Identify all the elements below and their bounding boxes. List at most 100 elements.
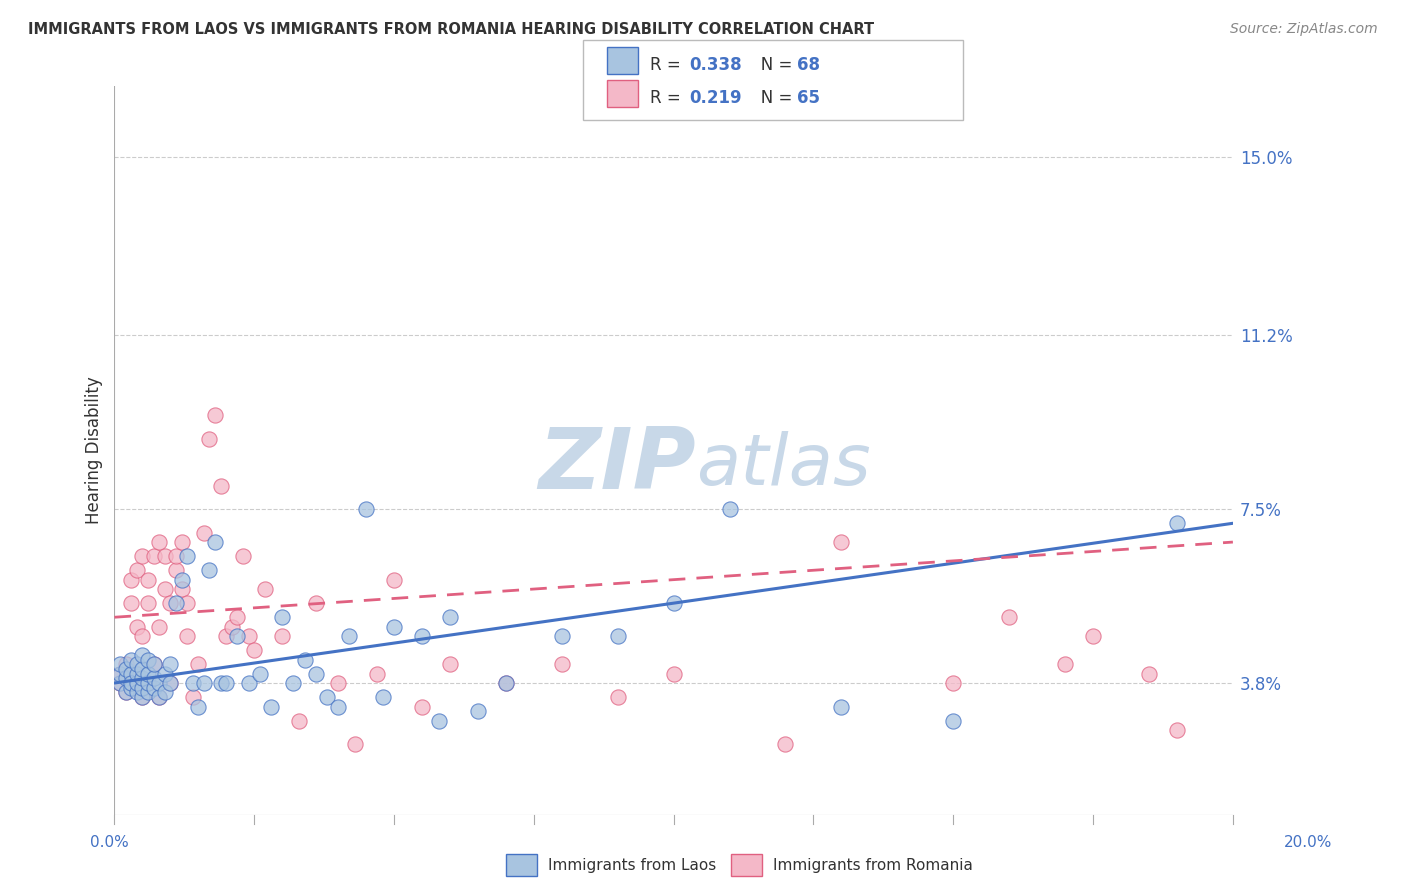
Text: N =: N = — [745, 89, 797, 107]
Point — [136, 666, 159, 681]
Point — [136, 685, 159, 699]
Text: R =: R = — [650, 55, 686, 73]
Text: Source: ZipAtlas.com: Source: ZipAtlas.com — [1230, 22, 1378, 37]
Text: 0.338: 0.338 — [689, 55, 741, 73]
Point — [215, 676, 238, 690]
Text: R =: R = — [650, 89, 686, 107]
Point — [120, 573, 142, 587]
Point — [294, 652, 316, 666]
Point — [288, 714, 311, 728]
Point — [114, 662, 136, 676]
Text: ZIP: ZIP — [538, 424, 696, 507]
Point — [120, 666, 142, 681]
Point — [271, 610, 294, 624]
Point — [254, 582, 277, 596]
Point — [606, 690, 628, 705]
Point — [209, 479, 232, 493]
Point — [187, 657, 209, 672]
Point — [998, 610, 1021, 624]
Point — [1054, 657, 1077, 672]
Point — [830, 535, 852, 549]
Point — [120, 596, 142, 610]
Point — [108, 666, 131, 681]
Point — [181, 690, 204, 705]
Point — [226, 610, 249, 624]
Point — [232, 549, 254, 564]
Point — [165, 596, 187, 610]
Text: 0.219: 0.219 — [689, 89, 741, 107]
Point — [427, 714, 450, 728]
Point — [382, 620, 405, 634]
Point — [148, 676, 170, 690]
Point — [114, 685, 136, 699]
Point — [439, 610, 461, 624]
Point — [114, 657, 136, 672]
Point — [495, 676, 517, 690]
Text: 65: 65 — [797, 89, 820, 107]
Point — [148, 690, 170, 705]
Point — [159, 676, 181, 690]
Point — [125, 657, 148, 672]
Point — [942, 676, 965, 690]
Point — [142, 681, 165, 695]
Point — [204, 408, 226, 422]
Point — [551, 657, 574, 672]
Point — [170, 535, 193, 549]
Y-axis label: Hearing Disability: Hearing Disability — [86, 376, 103, 524]
Point — [170, 582, 193, 596]
Point — [243, 643, 266, 657]
Point — [120, 652, 142, 666]
Point — [316, 690, 339, 705]
Point — [142, 657, 165, 672]
Point — [159, 676, 181, 690]
Point — [120, 676, 142, 690]
Text: 0.0%: 0.0% — [90, 836, 129, 850]
Text: N =: N = — [745, 55, 797, 73]
Point — [159, 657, 181, 672]
Point — [131, 549, 153, 564]
Point — [108, 657, 131, 672]
Point — [204, 535, 226, 549]
Point — [606, 629, 628, 643]
Point — [326, 676, 349, 690]
Point — [271, 629, 294, 643]
Point — [131, 690, 153, 705]
Point — [142, 671, 165, 685]
Point — [125, 666, 148, 681]
Point — [131, 648, 153, 662]
Point — [120, 681, 142, 695]
Point — [176, 549, 198, 564]
Text: atlas: atlas — [696, 431, 870, 500]
Point — [238, 629, 260, 643]
Point — [120, 676, 142, 690]
Point — [153, 685, 176, 699]
Text: Immigrants from Laos: Immigrants from Laos — [548, 858, 717, 872]
Point — [108, 676, 131, 690]
Point — [108, 676, 131, 690]
Point — [165, 549, 187, 564]
Point — [305, 596, 328, 610]
Point — [411, 699, 433, 714]
Point — [942, 714, 965, 728]
Point — [136, 573, 159, 587]
Point — [411, 629, 433, 643]
Point — [176, 596, 198, 610]
Point — [495, 676, 517, 690]
Point — [662, 666, 685, 681]
Point — [354, 502, 377, 516]
Point — [718, 502, 741, 516]
Point — [114, 685, 136, 699]
Point — [221, 620, 243, 634]
Point — [148, 690, 170, 705]
Point — [305, 666, 328, 681]
Point — [131, 681, 153, 695]
Point — [467, 704, 489, 718]
Point — [662, 596, 685, 610]
Point — [131, 690, 153, 705]
Point — [125, 620, 148, 634]
Point — [198, 432, 221, 446]
Point — [193, 676, 215, 690]
Point — [1166, 516, 1188, 531]
Point — [198, 563, 221, 577]
Point — [260, 699, 283, 714]
